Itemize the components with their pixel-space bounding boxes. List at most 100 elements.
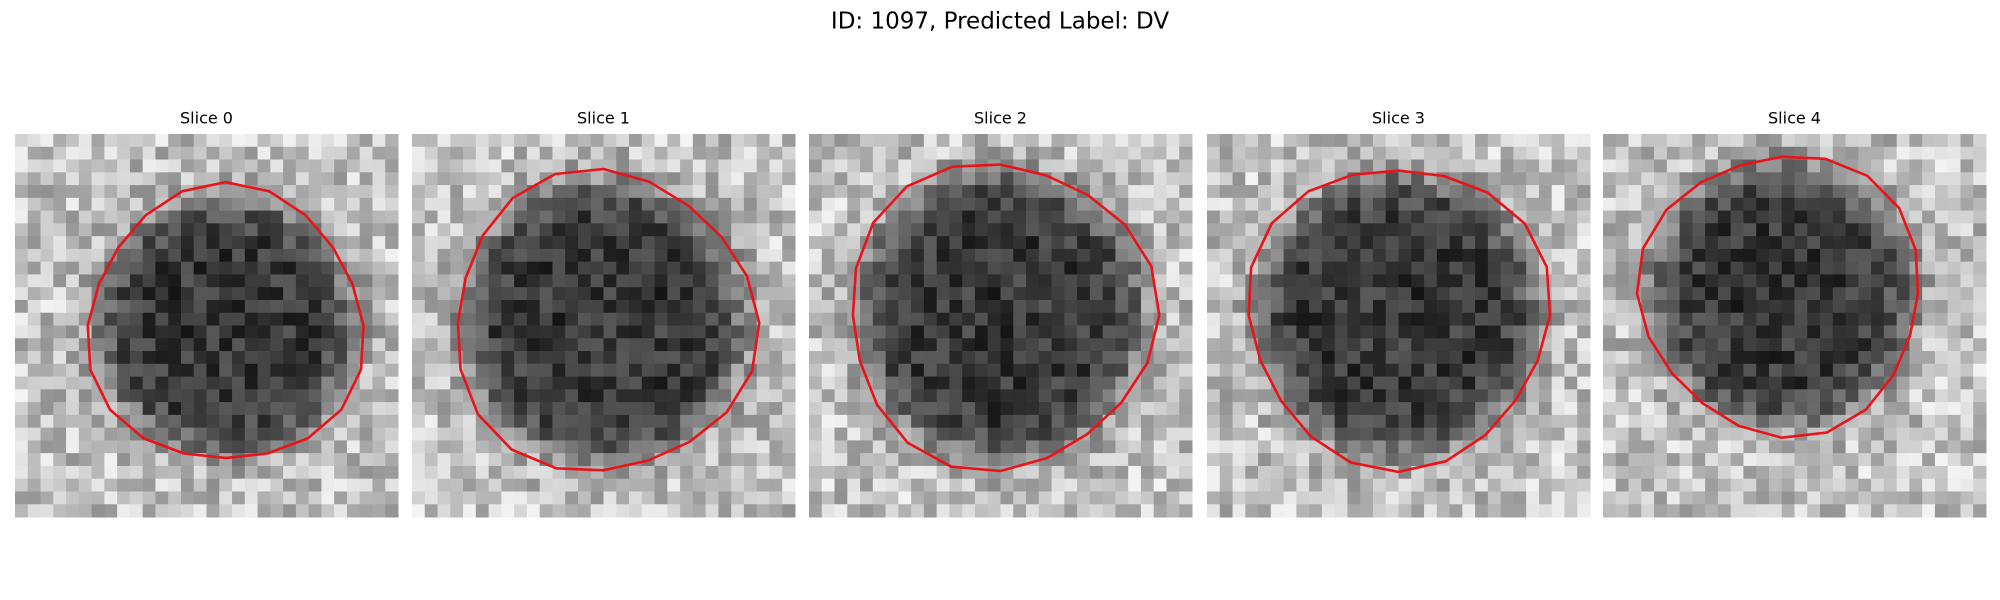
pixel (1140, 146, 1155, 161)
pixel (1705, 223, 1719, 237)
pixel (450, 427, 464, 441)
pixel (1807, 210, 1821, 224)
pixel (1398, 504, 1412, 518)
pixel (1807, 134, 1821, 148)
pixel (603, 453, 617, 467)
pixel (40, 159, 54, 173)
pixel (53, 197, 67, 212)
pixel (590, 440, 604, 454)
pixel (667, 312, 681, 326)
pixel (821, 325, 836, 339)
pixel (1538, 351, 1553, 365)
pixel (1564, 159, 1578, 173)
pixel (1475, 402, 1489, 416)
pixel (1064, 248, 1078, 263)
pixel (1398, 274, 1412, 288)
pixel (1679, 414, 1693, 429)
pixel (437, 325, 451, 339)
pixel (1577, 299, 1591, 314)
pixel (40, 427, 54, 441)
pixel (654, 159, 668, 173)
pixel (1896, 427, 1910, 441)
pixel (1334, 427, 1348, 441)
pixel (705, 402, 719, 416)
pixel (1654, 363, 1668, 378)
pixel (743, 389, 758, 403)
pixel (1858, 146, 1872, 161)
pixel (1115, 248, 1129, 263)
pixel (129, 325, 144, 339)
pixel (15, 389, 29, 403)
pixel (769, 172, 783, 186)
pixel (1077, 287, 1091, 301)
pixel (53, 440, 67, 454)
pixel (450, 453, 464, 467)
pixel (1692, 414, 1706, 429)
pixel (1717, 491, 1732, 505)
pixel (987, 248, 1001, 263)
pixel (731, 159, 745, 173)
pixel (308, 338, 322, 352)
pixel (308, 414, 322, 429)
pixel (1153, 261, 1167, 275)
pixel (1615, 159, 1630, 173)
pixel (270, 159, 284, 173)
pixel (53, 299, 67, 314)
pixel (923, 351, 938, 365)
pixel (1219, 363, 1234, 378)
pixel (641, 287, 656, 301)
pixel (1487, 491, 1502, 505)
pixel (1820, 172, 1834, 186)
pixel (667, 134, 681, 148)
pixel (1820, 210, 1834, 224)
pixel (104, 210, 118, 224)
pixel (911, 261, 925, 275)
pixel (1347, 440, 1361, 454)
pixel (1807, 440, 1821, 454)
pixel (346, 159, 361, 173)
pixel (552, 248, 566, 263)
pixel (104, 465, 118, 480)
pixel (1102, 274, 1116, 288)
pixel (346, 402, 361, 416)
pixel (1743, 210, 1757, 224)
pixel (565, 159, 579, 173)
pixel (923, 465, 938, 480)
pixel (40, 134, 54, 148)
pixel (1756, 274, 1770, 288)
pixel (1705, 504, 1719, 518)
pixel (705, 351, 719, 365)
pixel (1820, 491, 1834, 505)
pixel (577, 312, 592, 326)
pixel (450, 210, 464, 224)
pixel (898, 389, 912, 403)
pixel (1347, 261, 1361, 275)
pixel (359, 146, 373, 161)
pixel (962, 146, 976, 161)
pixel (78, 210, 93, 224)
pixel (1871, 376, 1885, 390)
pixel (705, 312, 719, 326)
pixel (1102, 248, 1116, 263)
pixel (1934, 312, 1949, 326)
pixel (1871, 210, 1885, 224)
pixel (692, 261, 707, 275)
pixel (1372, 197, 1387, 212)
pixel (1564, 172, 1578, 186)
pixel (283, 146, 297, 161)
pixel (974, 287, 989, 301)
pixel (1730, 351, 1744, 365)
pixel (1153, 363, 1167, 378)
pixel (1398, 261, 1412, 275)
pixel (1051, 134, 1065, 148)
pixel (603, 134, 617, 148)
pixel (129, 338, 144, 352)
pixel (987, 504, 1001, 518)
pixel (117, 363, 131, 378)
pixel (590, 414, 604, 429)
pixel (1411, 376, 1425, 390)
pixel (232, 274, 246, 288)
pixel (232, 223, 246, 237)
pixel (1038, 338, 1053, 352)
pixel (1115, 261, 1129, 275)
